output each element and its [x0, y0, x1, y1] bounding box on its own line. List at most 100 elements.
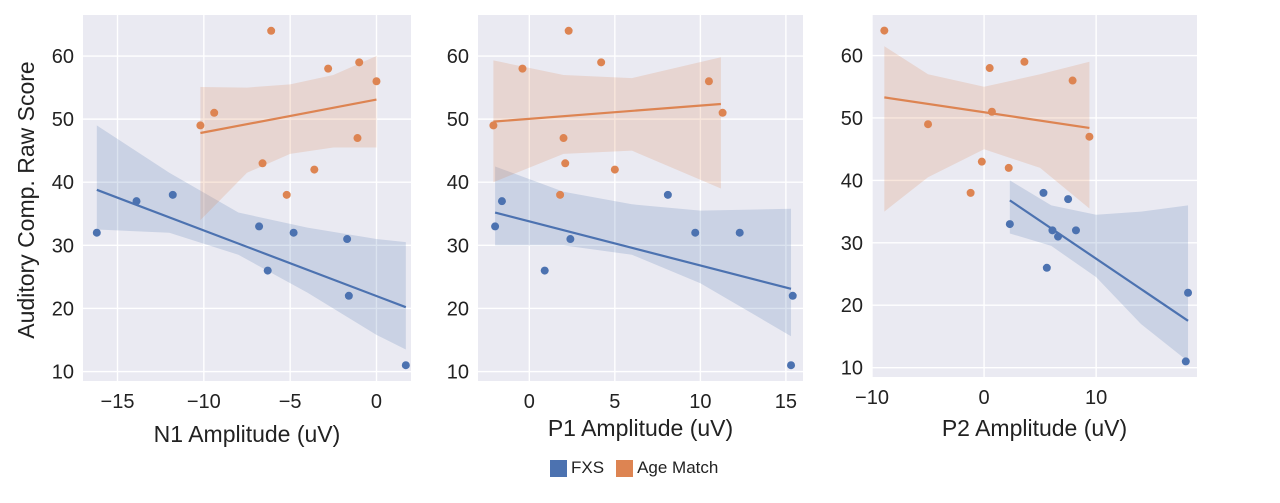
- data-point-fxs: [735, 228, 744, 237]
- data-point-fxs: [344, 291, 353, 300]
- data-point-age-match: [1085, 132, 1094, 141]
- data-point-age-match: [597, 58, 606, 67]
- y-tick-label: 40: [447, 172, 469, 194]
- y-tick-label: 50: [52, 109, 74, 131]
- data-point-fxs: [663, 190, 672, 199]
- data-point-age-match: [610, 165, 619, 174]
- y-tick-label: 60: [841, 46, 863, 68]
- data-point-age-match: [704, 77, 713, 86]
- regression-line-age-match: [884, 96, 1090, 130]
- data-point-fxs: [132, 197, 141, 206]
- y-tick-label: 30: [447, 235, 469, 257]
- x-tick-label: 15: [775, 391, 797, 413]
- data-point-age-match: [556, 190, 565, 199]
- y-tick-label: 40: [52, 172, 74, 194]
- regression-line-fxs: [1009, 199, 1189, 322]
- data-point-age-match: [282, 190, 291, 199]
- data-point-age-match: [977, 157, 986, 166]
- confidence-band-age-match: [493, 57, 721, 189]
- regression-line-age-match: [200, 98, 377, 135]
- data-point-fxs: [1184, 288, 1193, 297]
- data-point-fxs: [168, 190, 177, 199]
- y-tick-label: 50: [841, 108, 863, 130]
- x-tick-label: −10: [187, 391, 221, 413]
- data-point-fxs: [1042, 263, 1051, 272]
- data-point-age-match: [985, 64, 994, 73]
- confidence-band-fxs: [1009, 180, 1189, 362]
- data-point-fxs: [1048, 226, 1057, 235]
- y-tick-label: 60: [52, 46, 74, 68]
- y-tick-label: 10: [841, 358, 863, 380]
- legend: FXS Age Match: [550, 458, 730, 478]
- panel-2: 0 5 10 15 10 20 30 40 50 60 P1 Amplitude (uV): [447, 15, 803, 441]
- y-tick-label: 30: [841, 233, 863, 255]
- legend-label-age-match: Age Match: [637, 458, 719, 477]
- regression-line-age-match: [493, 102, 721, 123]
- panel-3: −10 0 10 10 20 30 40 50 60 P2 Amplitude (uV): [841, 15, 1197, 441]
- data-point-age-match: [987, 107, 996, 116]
- y-tick-label: 20: [52, 298, 74, 320]
- data-point-age-match: [1020, 57, 1029, 66]
- data-point-age-match: [210, 108, 219, 117]
- y-tick-label: 40: [841, 170, 863, 192]
- y-tick-label: 30: [52, 235, 74, 257]
- data-point-age-match: [561, 159, 570, 168]
- data-point-fxs: [1181, 357, 1190, 366]
- legend-swatch-age-match: [616, 459, 634, 477]
- y-tick-label: 20: [841, 295, 863, 317]
- y-tick-label: 10: [447, 362, 469, 384]
- plot-background-3: [872, 15, 1197, 377]
- x-axis-label-2: P1 Amplitude (uV): [548, 415, 733, 441]
- data-point-fxs: [255, 222, 264, 231]
- data-point-age-match: [355, 58, 364, 67]
- data-point-age-match: [489, 121, 498, 130]
- data-point-fxs: [1039, 188, 1048, 197]
- data-point-fxs: [343, 235, 352, 244]
- x-tick-label: 10: [689, 391, 711, 413]
- data-point-age-match: [353, 134, 362, 143]
- data-point-fxs: [1005, 220, 1014, 229]
- legend-item-age-match: Age Match: [616, 458, 718, 478]
- data-point-fxs: [92, 228, 101, 237]
- data-point-fxs: [263, 266, 272, 275]
- data-point-fxs: [289, 228, 298, 237]
- panel-1: −15 −10 −5 0 10 20 30 40 50 60 N1 Amplitude (uV): [52, 15, 411, 447]
- data-point-fxs: [540, 266, 549, 275]
- legend-item-fxs: FXS: [550, 458, 604, 478]
- data-point-age-match: [310, 165, 319, 174]
- data-point-age-match: [372, 77, 381, 86]
- data-point-age-match: [559, 134, 568, 143]
- data-point-age-match: [880, 26, 889, 35]
- data-point-age-match: [267, 26, 276, 35]
- y-tick-label: 10: [52, 362, 74, 384]
- x-axis-label-1: N1 Amplitude (uV): [154, 421, 341, 447]
- data-point-age-match: [966, 188, 975, 197]
- x-tick-label: 10: [1085, 387, 1107, 409]
- data-point-age-match: [518, 64, 527, 73]
- data-point-fxs: [1054, 232, 1063, 241]
- y-axis-label: Auditory Comp. Raw Score: [13, 61, 39, 338]
- data-point-age-match: [1004, 163, 1013, 172]
- x-tick-label: 0: [371, 391, 382, 413]
- x-tick-label: 0: [979, 387, 990, 409]
- data-point-age-match: [1068, 76, 1077, 85]
- data-point-fxs: [566, 235, 575, 244]
- data-point-age-match: [324, 64, 333, 73]
- data-point-age-match: [196, 121, 205, 130]
- data-point-age-match: [564, 26, 573, 35]
- x-tick-label: −15: [101, 391, 135, 413]
- data-point-age-match: [924, 120, 933, 129]
- confidence-band-age-match: [884, 46, 1090, 212]
- regression-line-fxs: [494, 211, 792, 290]
- data-point-fxs: [1071, 226, 1080, 235]
- y-tick-label: 60: [447, 46, 469, 68]
- confidence-band-fxs: [96, 125, 406, 350]
- y-tick-label: 20: [447, 298, 469, 320]
- x-axis-label-3: P2 Amplitude (uV): [942, 415, 1127, 441]
- x-tick-label: −5: [279, 391, 302, 413]
- plot-background-2: [478, 15, 803, 381]
- data-point-fxs: [691, 228, 700, 237]
- data-point-fxs: [401, 361, 410, 370]
- x-tick-label: 5: [609, 391, 620, 413]
